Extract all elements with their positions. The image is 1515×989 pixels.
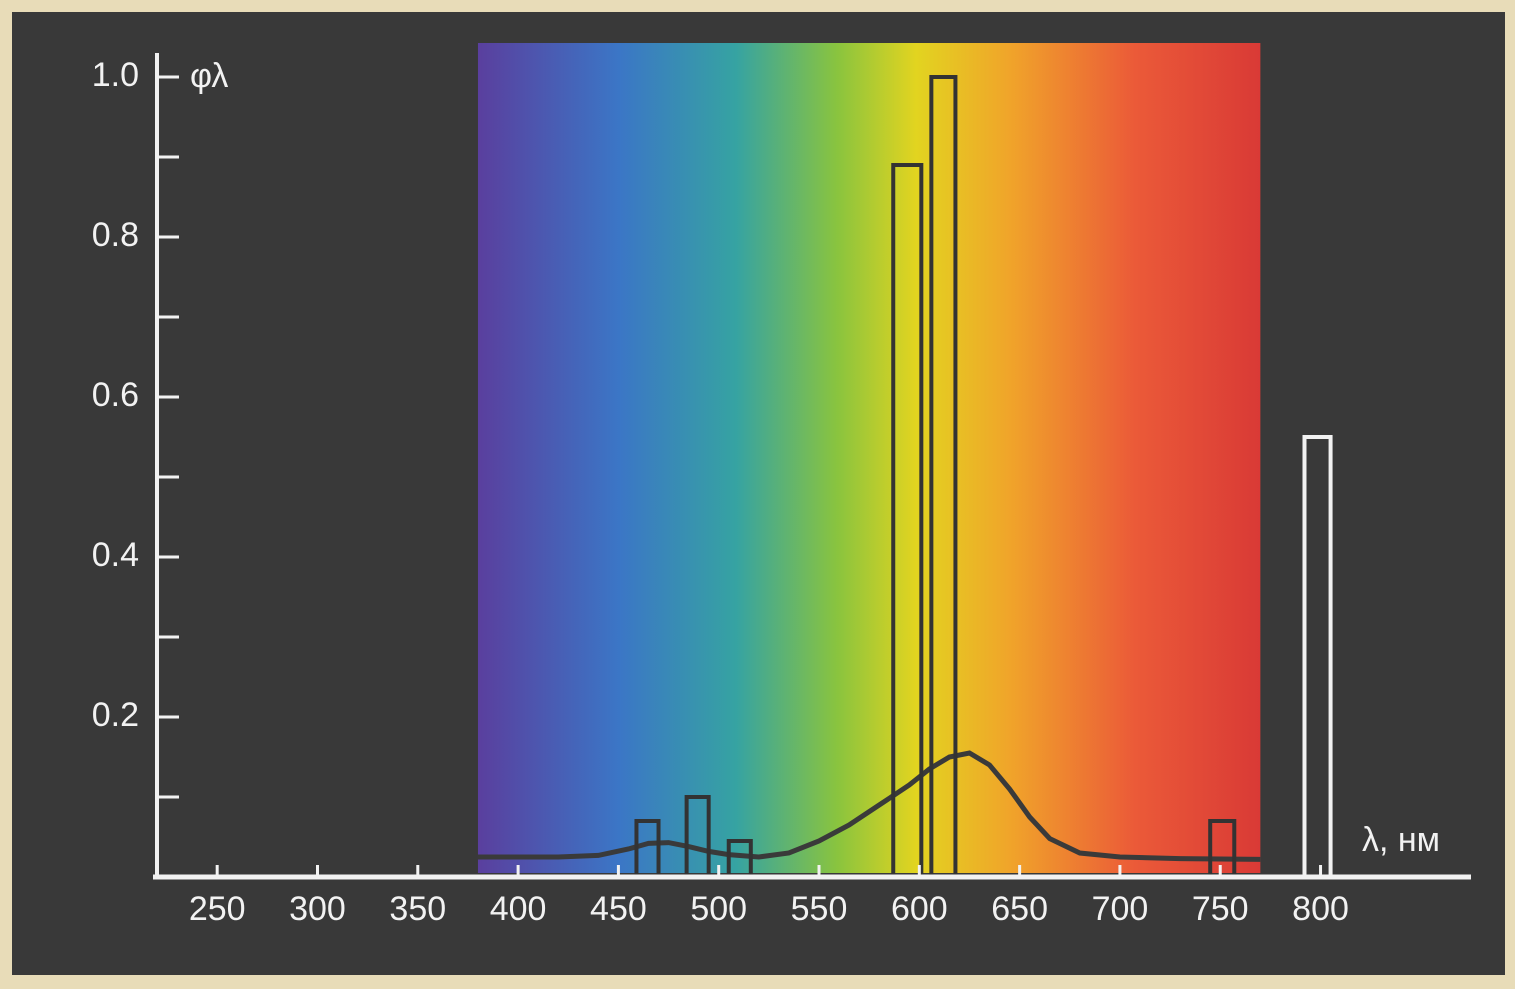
x-tick-label: 450 <box>590 890 647 928</box>
x-tick-label: 700 <box>1092 890 1149 928</box>
y-tick-label: 0.2 <box>92 696 139 734</box>
x-tick-label: 300 <box>289 890 346 928</box>
y-axis-label: φλ <box>190 57 228 95</box>
y-tick-label: 0.4 <box>92 536 139 574</box>
x-tick-label: 750 <box>1192 890 1249 928</box>
x-tick-label: 800 <box>1292 890 1349 928</box>
x-tick-label: 500 <box>690 890 747 928</box>
y-tick-label: 1.0 <box>92 56 139 94</box>
x-tick-label: 550 <box>791 890 848 928</box>
x-tick-label: 400 <box>490 890 547 928</box>
x-tick-label: 250 <box>189 890 246 928</box>
x-tick-label: 600 <box>891 890 948 928</box>
y-tick-label: 0.6 <box>92 376 139 414</box>
x-tick-label: 650 <box>991 890 1048 928</box>
curve <box>477 750 1261 862</box>
y-tick-label: 0.8 <box>92 216 139 254</box>
x-tick-label: 350 <box>389 890 446 928</box>
spectrum-band <box>477 43 1261 873</box>
x-axis-label: λ, нм <box>1362 821 1440 859</box>
